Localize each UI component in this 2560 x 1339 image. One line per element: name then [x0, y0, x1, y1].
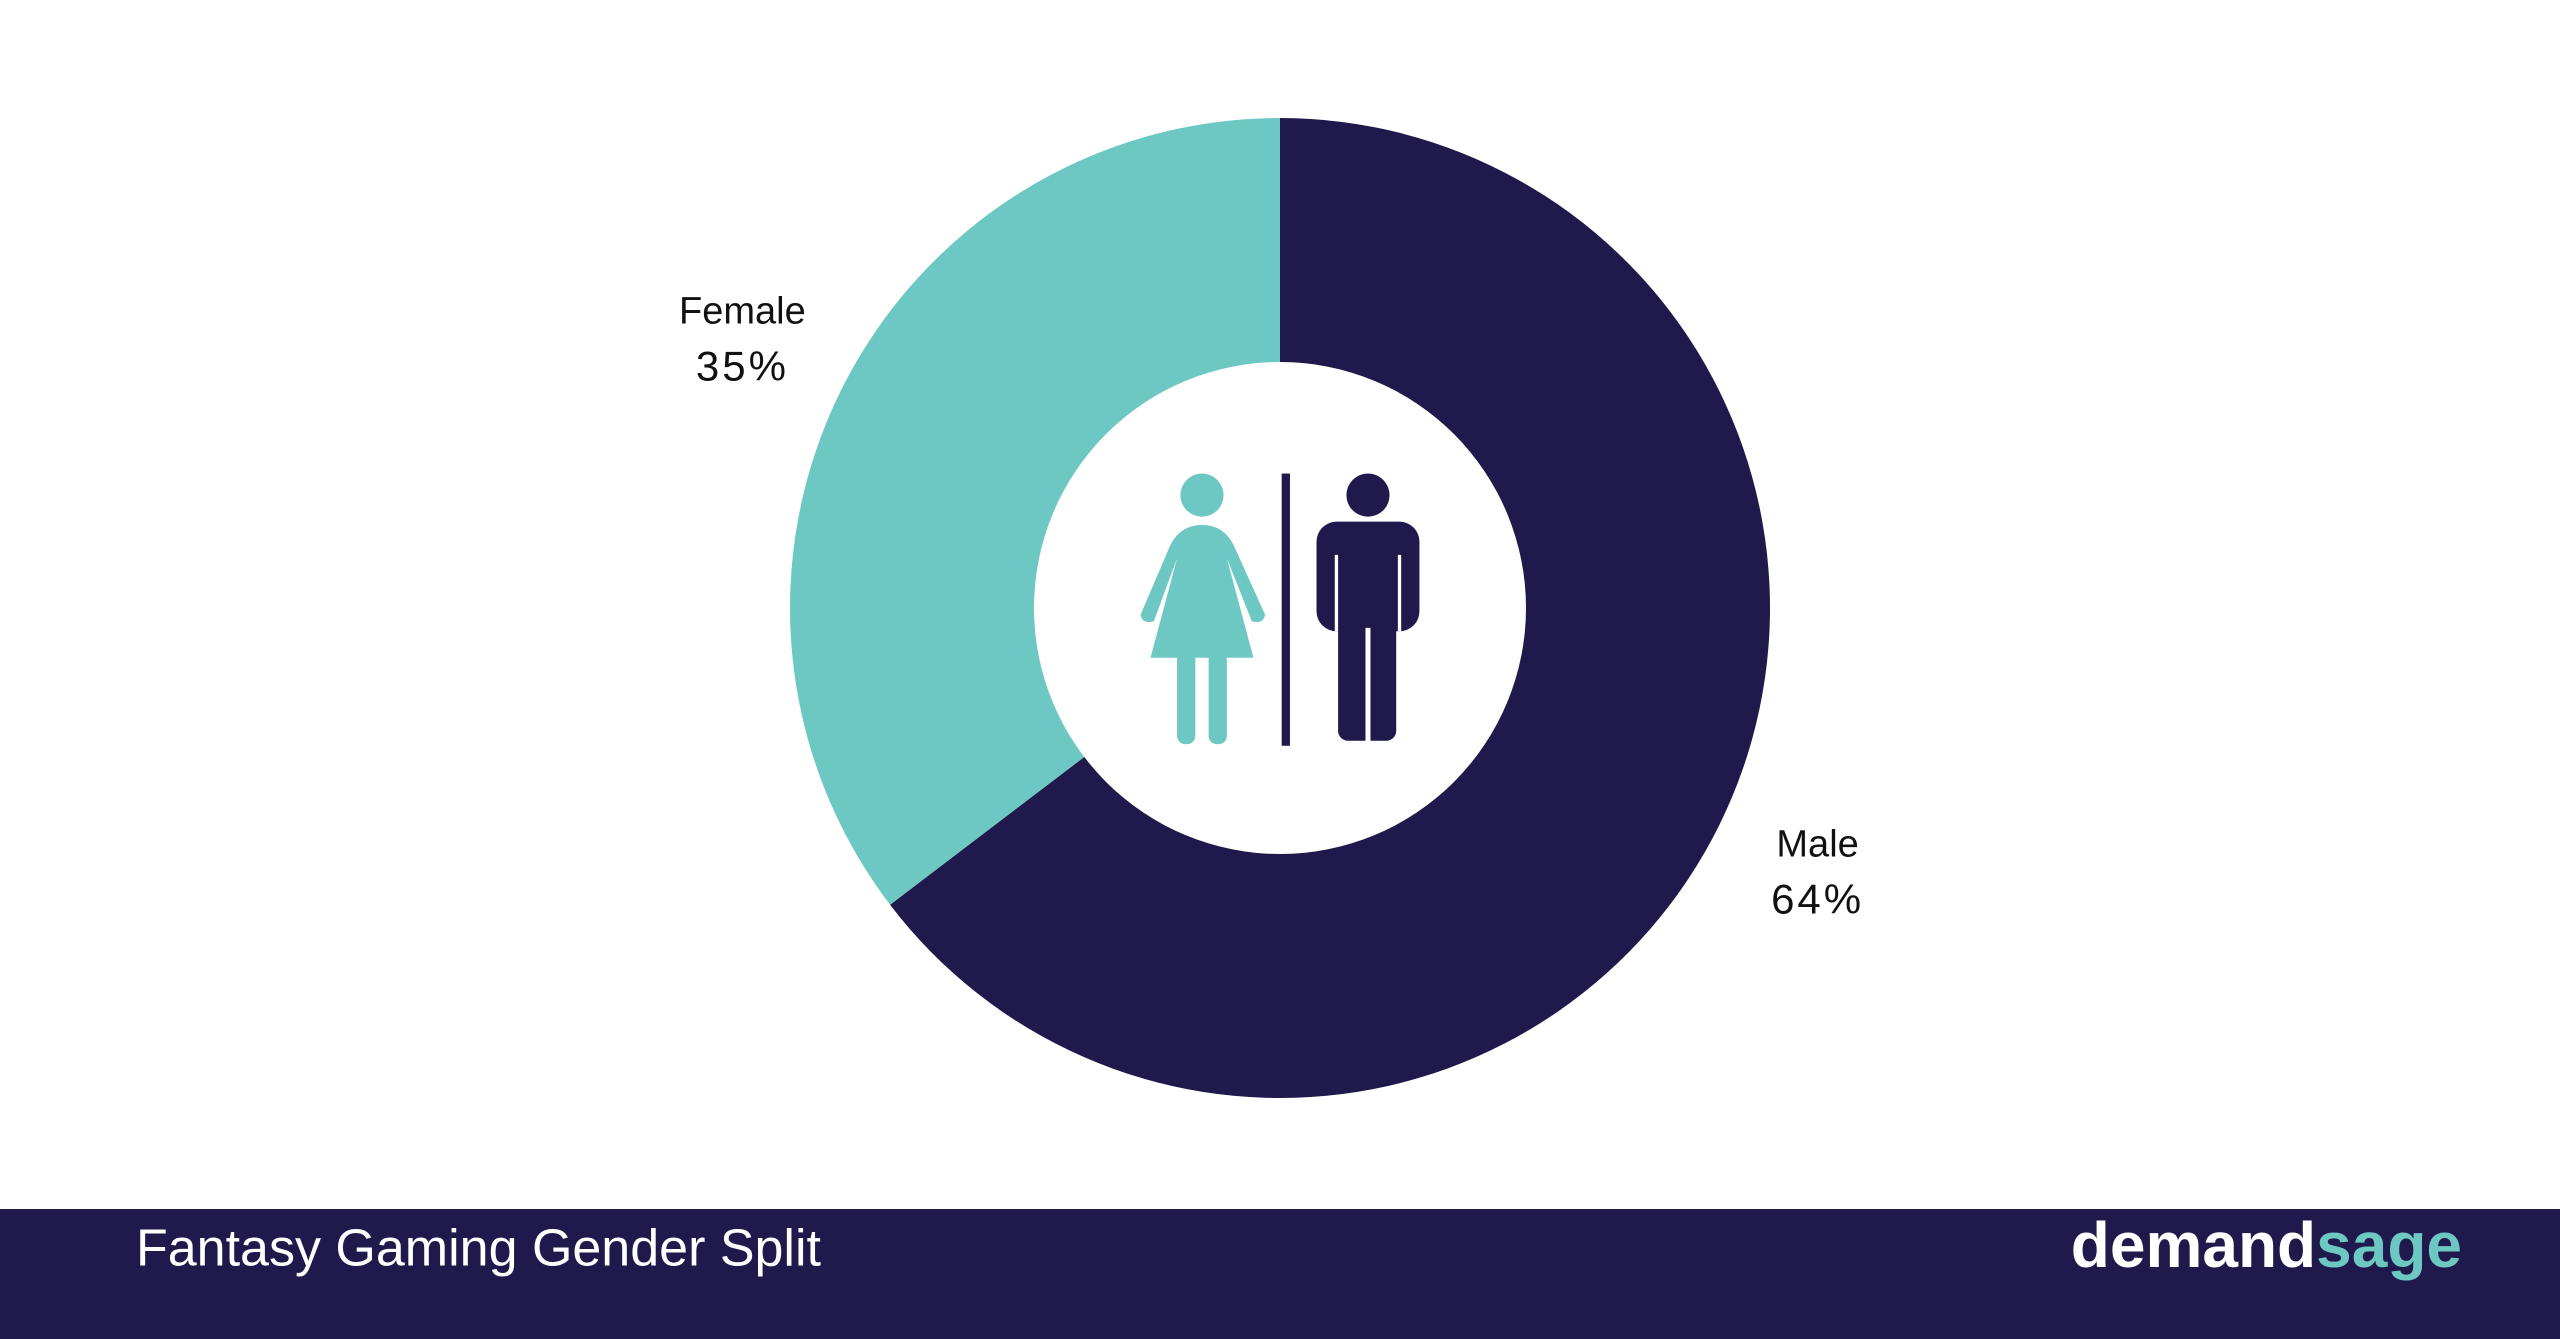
value-label: 64% — [1771, 876, 1864, 923]
logo-part: demand — [2071, 1209, 2316, 1281]
donut-hole — [1034, 362, 1526, 854]
slice-label: Female — [679, 291, 806, 333]
chart-title: Fantasy Gaming Gender Split — [136, 1220, 822, 1278]
value-label: 35% — [696, 343, 789, 390]
logo: demandsage — [2071, 1209, 2462, 1281]
slice-label: Male — [1776, 823, 1858, 865]
slice — [790, 118, 1280, 905]
footer — [0, 1209, 2560, 1339]
logo-part: sage — [2316, 1209, 2462, 1281]
gender-icon — [1140, 473, 1420, 746]
